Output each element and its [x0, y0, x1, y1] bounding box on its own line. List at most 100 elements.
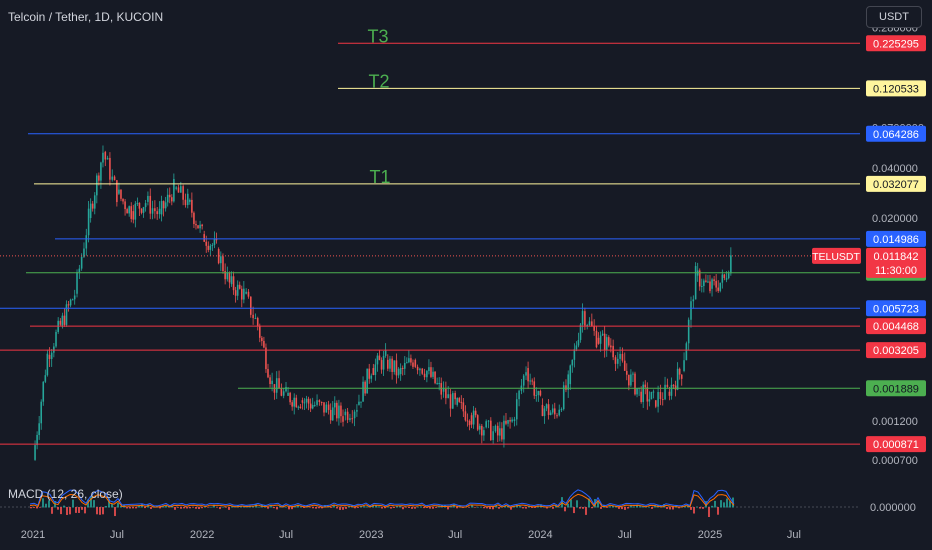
- candle-body: [646, 387, 649, 402]
- macd-histogram-bar: [150, 507, 152, 509]
- candle-body: [676, 368, 679, 390]
- macd-histogram-bar: [183, 507, 185, 509]
- candle-body: [234, 290, 237, 296]
- macd-histogram-bar: [279, 506, 281, 508]
- candle-body: [478, 425, 481, 430]
- candle-body: [106, 157, 109, 160]
- candle-body: [490, 420, 492, 441]
- macd-histogram-bar: [315, 507, 317, 509]
- candle-body: [501, 428, 503, 440]
- candle-body: [668, 391, 671, 396]
- macd-histogram-bar: [207, 507, 209, 508]
- macd-histogram-bar: [432, 507, 434, 509]
- candle-body: [291, 402, 293, 407]
- macd-histogram-bar: [525, 507, 527, 509]
- macd-histogram-bar: [300, 506, 302, 508]
- candle-body: [351, 418, 354, 420]
- macd-histogram-bar: [297, 504, 299, 508]
- macd-histogram-bar: [129, 507, 131, 509]
- macd-histogram-bar: [588, 498, 590, 508]
- candle-body: [513, 419, 516, 421]
- macd-histogram-bar: [495, 505, 497, 508]
- candle-body: [154, 208, 156, 212]
- candle-body: [719, 282, 722, 291]
- candle-body: [83, 248, 85, 257]
- candle-body: [426, 370, 428, 378]
- macd-histogram-bar: [522, 507, 524, 509]
- macd-histogram-bar: [567, 503, 569, 508]
- macd-signal-line: [29, 493, 735, 508]
- macd-histogram-bar: [144, 507, 146, 509]
- candle-body: [297, 406, 300, 408]
- candle-body: [605, 337, 608, 351]
- candle-body: [487, 420, 490, 422]
- macd-histogram-bar: [210, 506, 212, 508]
- candle-body: [378, 355, 381, 361]
- macd-histogram-bar: [87, 499, 89, 508]
- candle-body: [254, 318, 257, 320]
- macd-histogram-bar: [48, 500, 50, 508]
- candle-body: [547, 404, 550, 415]
- macd-histogram-bar: [177, 507, 179, 508]
- macd-histogram-bar: [357, 507, 359, 508]
- candle-body: [342, 416, 344, 422]
- macd-histogram-bar: [591, 507, 593, 509]
- macd-histogram-bar: [573, 507, 575, 514]
- macd-histogram-bar: [537, 505, 539, 508]
- macd-histogram-bar: [483, 507, 485, 509]
- macd-histogram-bar: [180, 507, 182, 509]
- candle-body: [201, 224, 203, 227]
- macd-histogram-bar: [717, 507, 719, 515]
- macd-histogram-bar: [189, 507, 191, 509]
- candle-body: [111, 176, 114, 180]
- macd-histogram-bar: [384, 507, 386, 509]
- macd-histogram-bar: [666, 507, 668, 509]
- macd-histogram-bar: [480, 506, 482, 508]
- macd-label: MACD (12, 26, close): [8, 487, 123, 501]
- candle-body: [522, 375, 525, 386]
- symbol-badge: [812, 247, 861, 264]
- candle-body: [628, 374, 630, 386]
- candle-body: [565, 385, 567, 390]
- candle-body: [661, 398, 664, 400]
- macd-histogram-bar: [612, 506, 614, 508]
- candle-body: [316, 400, 318, 405]
- macd-histogram-bar: [534, 507, 536, 508]
- candle-body: [287, 392, 289, 396]
- candle-body: [551, 408, 554, 413]
- candle-body: [182, 186, 184, 200]
- candle-body: [412, 362, 414, 367]
- candle-body: [449, 394, 452, 409]
- candle-body: [382, 355, 385, 370]
- candle-body: [59, 320, 62, 325]
- macd-histogram-bar: [624, 507, 626, 510]
- candle-body: [215, 239, 218, 241]
- x-tick-label: 2023: [359, 529, 383, 541]
- candle-body: [556, 415, 558, 417]
- candle-body: [672, 384, 675, 386]
- candle-body: [659, 392, 662, 399]
- candle-body: [579, 324, 582, 340]
- candle-body: [428, 367, 430, 371]
- macd-histogram-bar: [411, 507, 413, 509]
- macd-histogram-bar: [186, 507, 188, 509]
- macd-histogram-bar: [396, 506, 398, 508]
- candle-body: [93, 195, 96, 209]
- macd-histogram-bar: [252, 506, 254, 508]
- currency-selector[interactable]: USDT: [866, 6, 922, 28]
- candle-body: [466, 420, 469, 422]
- x-tick-label: 2024: [528, 529, 552, 541]
- candle-body: [238, 284, 241, 289]
- candle-body: [447, 394, 449, 399]
- macd-histogram-bar: [633, 506, 635, 508]
- macd-histogram-bar: [498, 507, 500, 509]
- candle-body: [616, 358, 619, 364]
- macd-histogram-bar: [576, 500, 578, 508]
- macd-histogram-bar: [225, 507, 227, 508]
- macd-histogram-bar: [132, 507, 134, 509]
- macd-histogram-bar: [708, 507, 710, 518]
- macd-histogram-bar: [198, 507, 200, 510]
- x-tick-label: Jul: [279, 529, 293, 541]
- level-price-label: 0.005723: [873, 303, 919, 315]
